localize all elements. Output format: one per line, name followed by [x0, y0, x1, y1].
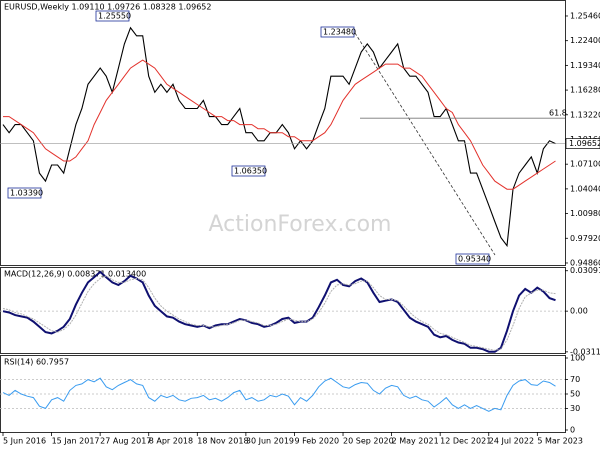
series-line: [2, 26, 556, 248]
macd-panel: [0, 267, 566, 354]
rsi-title: RSI(14) 60.7957: [4, 358, 69, 367]
series-line: [2, 275, 556, 351]
price-annotation: 1.03390: [7, 187, 43, 199]
x-tick-label: 9 Feb 2020: [294, 437, 339, 446]
y-tick-label: 1.16280: [570, 86, 600, 95]
y-tick-label: 1.22400: [570, 36, 600, 45]
series-line: [2, 377, 556, 412]
x-tick-label: 18 Nov 2018: [197, 437, 248, 446]
price-panel: [0, 0, 566, 266]
x-tick-label: 5 Jun 2016: [3, 437, 46, 446]
y-tick-label: 1.13220: [570, 110, 600, 119]
annotation-box: [7, 187, 42, 199]
series-line: [3, 59, 556, 190]
price-annotation: 0.95340: [455, 253, 491, 265]
y-tick-label: 1.04040: [570, 184, 600, 193]
price-annotation: 1.25550: [95, 10, 131, 22]
y-tick-label: 0.97920: [570, 234, 600, 243]
annotation-box: [320, 26, 355, 38]
y-tick-label: 0.00: [570, 307, 588, 316]
y-tick-label: 0.030914: [570, 266, 600, 275]
last-price-label: 1.09652: [569, 139, 600, 148]
annotation-label: 0.95340: [458, 255, 491, 264]
y-tick-label: 70: [570, 375, 580, 384]
y-tick-label: 1.25460: [570, 11, 600, 20]
annotation-box: [95, 10, 130, 22]
price-annotation: 1.06350: [231, 165, 267, 177]
annotation-label: 1.23480: [323, 28, 356, 37]
y-tick-label: 100: [570, 354, 585, 363]
annotation-label: 1.06350: [234, 167, 267, 176]
y-tick-label: 0: [570, 426, 575, 435]
x-tick-label: 27 Aug 2017: [100, 437, 151, 446]
watermark: ActionForex.com: [209, 212, 392, 237]
price-annotation: 1.23480: [320, 26, 356, 38]
y-tick-label: 1.00980: [570, 209, 600, 218]
x-tick-label: 2 May 2021: [392, 437, 439, 446]
y-tick-label: 30: [570, 404, 580, 413]
x-tick-label: 12 Dec 2021: [440, 437, 491, 446]
price-title: EURUSD,Weekly 1.09110 1.09726 1.08328 1.…: [4, 3, 211, 12]
last-price-box: [565, 138, 600, 149]
fib-label: 61.8: [549, 109, 567, 118]
x-tick-label: 8 Apr 2018: [149, 437, 193, 446]
y-tick-label: -0.031124: [570, 347, 600, 356]
trend-line: [354, 32, 496, 256]
annotation-label: 1.03390: [10, 189, 43, 198]
x-tick-label: 24 Jul 2022: [489, 437, 534, 446]
y-tick-label: 1.19340: [570, 61, 600, 70]
x-tick-label: 30 Jun 2019: [246, 437, 294, 446]
x-tick-label: 5 Mar 2023: [537, 437, 583, 446]
macd-title: MACD(12,26,9) 0.008371 0.013400: [4, 270, 146, 279]
series-line: [2, 270, 556, 353]
x-tick-label: 15 Jan 2017: [52, 437, 100, 446]
annotation-box: [231, 165, 266, 177]
annotation-box: [455, 253, 490, 265]
y-tick-label: 50: [570, 390, 580, 399]
y-tick-label: 1.07100: [570, 160, 600, 169]
annotation-label: 1.25550: [98, 12, 131, 21]
y-tick-label: 0.94860: [570, 258, 600, 267]
x-tick-label: 20 Sep 2020: [343, 437, 394, 446]
